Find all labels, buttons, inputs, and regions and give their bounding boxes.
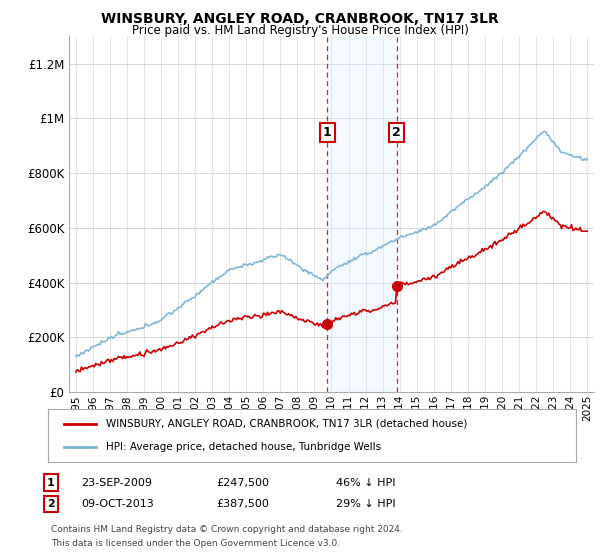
Text: 46% ↓ HPI: 46% ↓ HPI [336, 478, 395, 488]
Text: 2: 2 [47, 499, 55, 509]
Text: 23-SEP-2009: 23-SEP-2009 [81, 478, 152, 488]
Text: 09-OCT-2013: 09-OCT-2013 [81, 499, 154, 509]
Bar [327, 36, 397, 392]
Text: HPI: Average price, detached house, Tunbridge Wells: HPI: Average price, detached house, Tunb… [106, 442, 381, 452]
Text: This data is licensed under the Open Government Licence v3.0.: This data is licensed under the Open Gov… [51, 539, 340, 548]
Text: WINSBURY, ANGLEY ROAD, CRANBROOK, TN17 3LR: WINSBURY, ANGLEY ROAD, CRANBROOK, TN17 3… [101, 12, 499, 26]
Text: Price paid vs. HM Land Registry's House Price Index (HPI): Price paid vs. HM Land Registry's House … [131, 24, 469, 36]
Text: 1: 1 [323, 125, 332, 139]
Text: 2: 2 [392, 125, 401, 139]
Text: £387,500: £387,500 [216, 499, 269, 509]
Text: Contains HM Land Registry data © Crown copyright and database right 2024.: Contains HM Land Registry data © Crown c… [51, 525, 403, 534]
Text: £247,500: £247,500 [216, 478, 269, 488]
Text: WINSBURY, ANGLEY ROAD, CRANBROOK, TN17 3LR (detached house): WINSBURY, ANGLEY ROAD, CRANBROOK, TN17 3… [106, 419, 467, 429]
Text: 29% ↓ HPI: 29% ↓ HPI [336, 499, 395, 509]
Text: 1: 1 [47, 478, 55, 488]
